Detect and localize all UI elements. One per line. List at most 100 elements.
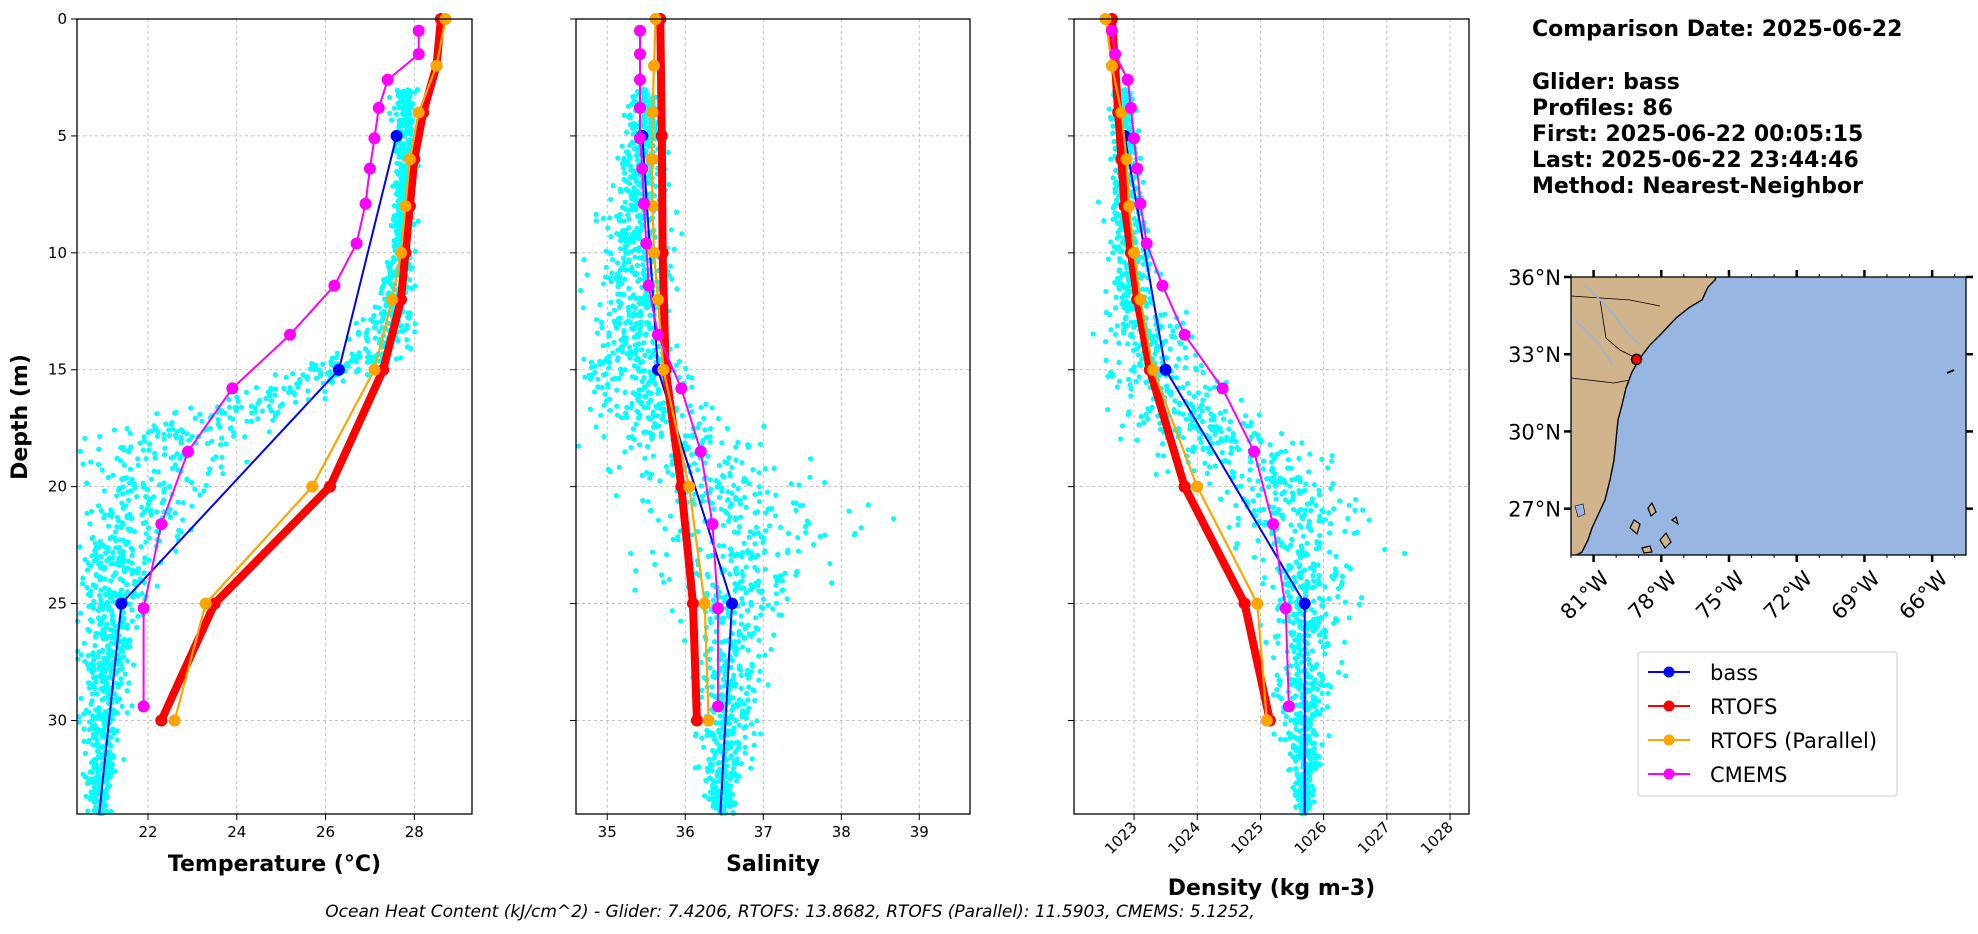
density-glider-point: [1217, 410, 1223, 416]
temperature-glider-point: [365, 349, 371, 355]
density-glider-point: [1274, 478, 1280, 484]
temperature-glider-point: [99, 805, 105, 811]
temperature-glider-point: [121, 447, 127, 453]
salinity-glider-point: [608, 196, 614, 202]
temperature-glider-point: [397, 105, 403, 111]
salinity-glider-point: [756, 484, 763, 490]
salinity-glider-point: [763, 528, 769, 534]
salinity-glider-point: [726, 699, 732, 705]
temperature-glider-point: [184, 476, 190, 482]
salinity-glider-point: [790, 500, 797, 506]
salinity-xtick-label: 38: [832, 823, 851, 841]
salinity-glider-point: [811, 542, 817, 548]
density-glider-point: [1247, 467, 1253, 473]
density-glider-point: [1308, 507, 1314, 514]
salinity-glider-point: [631, 146, 637, 152]
salinity-glider-point: [752, 697, 758, 704]
salinity-glider-point: [774, 578, 780, 584]
density-glider-point: [1255, 492, 1261, 498]
temperature-glider-point: [106, 604, 112, 610]
temperature-glider-point: [154, 528, 160, 534]
density-glider-point: [1289, 644, 1295, 650]
salinity-glider-point: [756, 499, 763, 505]
salinity-glider-point: [703, 777, 709, 784]
density-glider-point: [1110, 205, 1116, 211]
temperature-glider-point: [91, 657, 97, 663]
temperature-glider-point: [95, 753, 101, 760]
salinity-cmems-point: [634, 48, 646, 61]
density-glider-point: [1138, 155, 1144, 161]
salinity-glider-point: [581, 257, 587, 263]
salinity-glider-point: [662, 526, 668, 532]
temperature-glider-point: [178, 440, 184, 446]
salinity-glider-point: [660, 400, 667, 406]
density-xtick-label: 1023: [1101, 818, 1141, 858]
legend-marker-rtofs: [1663, 700, 1675, 712]
temperature-glider-point: [108, 627, 114, 633]
density-glider-point: [1342, 639, 1348, 645]
legend-entry-bass: bass: [1648, 661, 1758, 685]
salinity-glider-point: [599, 325, 605, 331]
salinity-glider-point: [807, 456, 814, 462]
density-glider-point: [1103, 310, 1109, 316]
temperature-glider-point: [135, 593, 141, 599]
density-glider-point: [1296, 562, 1303, 568]
density-glider-point: [1101, 218, 1107, 224]
temperature-glider-point: [135, 613, 141, 619]
salinity-glider-point: [605, 342, 611, 348]
salinity-glider-point: [630, 94, 636, 100]
salinity-glider-point: [689, 452, 695, 458]
temperature-ytick-label: 5: [57, 127, 67, 145]
density-glider-point: [1123, 261, 1129, 267]
temperature-glider-point: [104, 809, 110, 815]
salinity-glider-point: [750, 467, 756, 473]
temperature-glider-point: [294, 381, 300, 387]
salinity-glider-point: [732, 639, 738, 645]
salinity-glider-point: [620, 343, 626, 349]
salinity-glider-point: [757, 441, 764, 447]
temperature-glider-point: [118, 537, 124, 543]
density-glider-point: [1328, 485, 1334, 491]
density-glider-point: [1326, 530, 1333, 536]
temperature-glider-point: [95, 461, 101, 468]
temperature-glider-point: [151, 468, 157, 474]
temperature-glider-point: [109, 755, 115, 761]
temperature-glider-point: [255, 416, 261, 422]
temperature-glider-point: [171, 454, 177, 460]
temperature-glider-point: [108, 808, 114, 814]
salinity-glider-point: [650, 351, 656, 357]
salinity-xtick-label: 36: [676, 823, 695, 841]
density-glider-point: [1112, 146, 1118, 152]
salinity-glider-point: [634, 408, 640, 414]
temperature-glider-point: [189, 433, 195, 440]
temperature-glider-point: [121, 756, 127, 763]
temperature-glider-point: [405, 314, 411, 320]
density-cmems-point: [1279, 602, 1292, 615]
temperature-glider-point: [357, 354, 363, 360]
density-glider-point: [1292, 528, 1298, 534]
temperature-glider-point: [305, 388, 311, 394]
temperature-glider-point: [122, 671, 128, 677]
temperature-glider-point: [110, 573, 116, 579]
salinity-glider-point: [620, 204, 626, 210]
temperature-glider-point: [268, 398, 275, 404]
salinity-glider-point: [588, 376, 594, 382]
salinity-glider-point: [640, 86, 646, 92]
density-glider-point: [1317, 532, 1323, 539]
temperature-xtick-label: 26: [316, 823, 335, 841]
temperature-glider-point: [209, 438, 215, 444]
salinity-glider-point: [732, 749, 739, 755]
temperature-glider-point: [96, 781, 102, 788]
temperature-glider-point: [86, 603, 92, 609]
temperature-glider-point: [192, 415, 198, 421]
salinity-glider-point: [655, 413, 661, 419]
density-glider-point: [1275, 693, 1281, 699]
temperature-glider-point: [92, 633, 98, 640]
density-glider-point: [1200, 397, 1206, 403]
density-glider-point: [1260, 506, 1266, 512]
temperature-glider-point: [180, 517, 186, 523]
density-glider-point: [1233, 545, 1239, 551]
density-glider-point: [1343, 563, 1350, 569]
temperature-glider-point: [393, 183, 399, 189]
temperature-glider-point: [365, 354, 371, 360]
